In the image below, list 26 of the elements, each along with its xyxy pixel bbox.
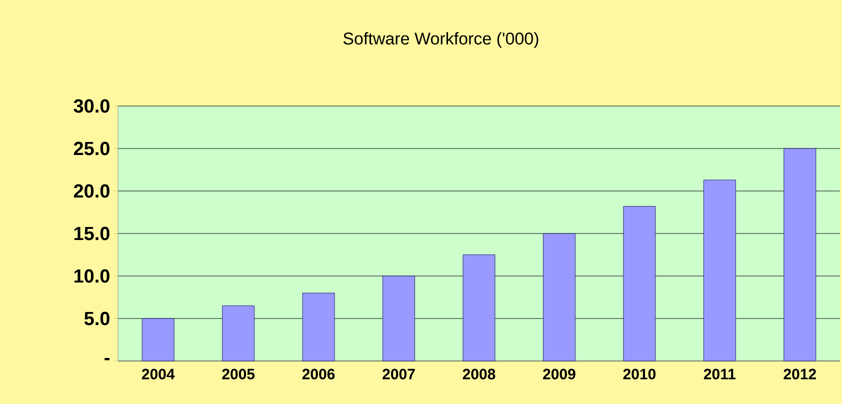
x-tick-label: 2006 (302, 368, 335, 380)
x-tick-label: 2009 (543, 368, 576, 380)
x-tick-label: 2012 (784, 368, 816, 380)
y-tick-label: 10.0 (74, 269, 110, 283)
x-tick-label: 2010 (623, 368, 656, 380)
bar (543, 233, 576, 362)
x-tick-label: 2005 (222, 368, 255, 380)
bar (462, 254, 496, 362)
bar (382, 276, 415, 362)
bar (703, 180, 736, 362)
y-tick-label: 15.0 (74, 226, 110, 240)
y-tick-label: 5.0 (84, 312, 110, 326)
x-tick-label: 2007 (382, 368, 415, 380)
y-tick-label: 20.0 (74, 184, 110, 198)
chart-title: Software Workforce ('000) (343, 32, 538, 48)
y-tick-label: - (104, 358, 110, 360)
bar (784, 148, 816, 362)
bar (302, 292, 335, 362)
x-tick-label: 2008 (462, 368, 496, 380)
x-tick-label: 2004 (142, 368, 175, 380)
bar (142, 318, 174, 362)
y-tick-label: 25.0 (74, 142, 110, 156)
bar (623, 206, 656, 362)
y-tick-label: 30.0 (74, 99, 110, 113)
bar (222, 306, 255, 362)
x-tick-label: 2011 (704, 368, 736, 380)
